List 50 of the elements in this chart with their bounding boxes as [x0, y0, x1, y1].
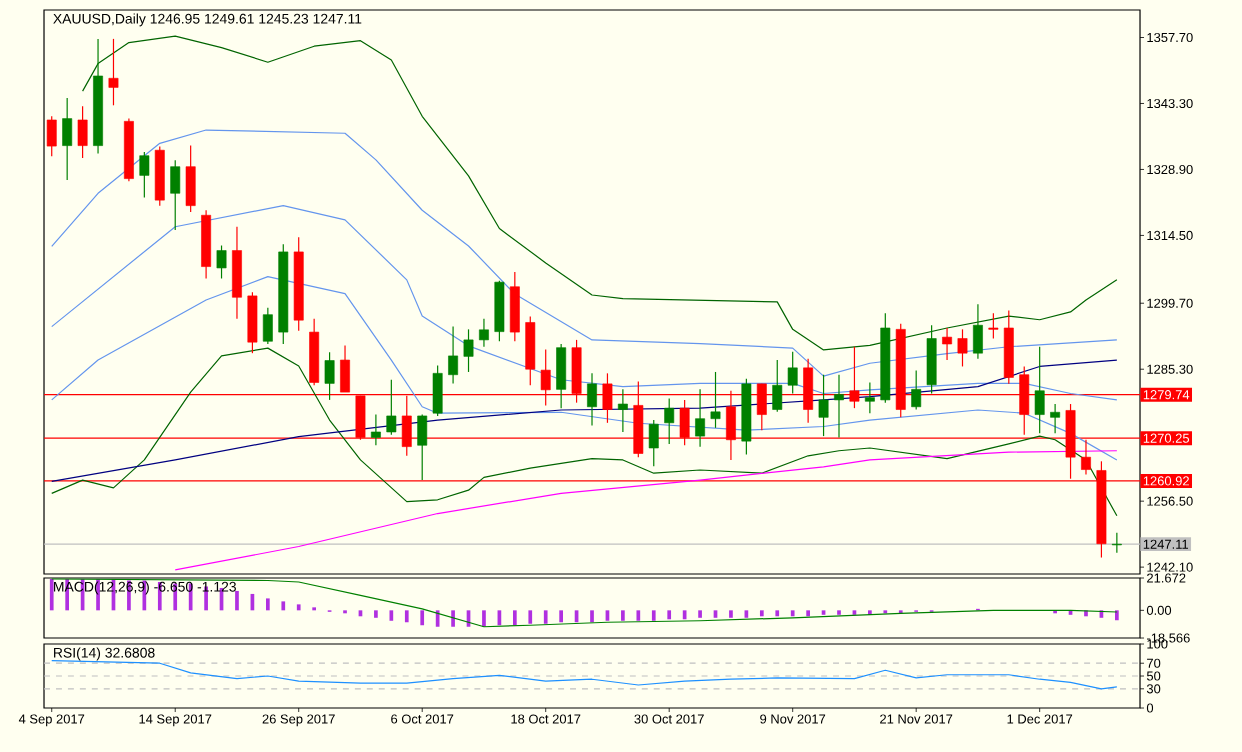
- candlestick: [417, 413, 428, 481]
- candlestick: [509, 271, 520, 342]
- candlestick: [818, 374, 829, 437]
- candlestick: [324, 351, 335, 401]
- candlestick: [772, 359, 783, 413]
- candlestick: [386, 379, 397, 436]
- candlestick: [479, 318, 489, 348]
- candlestick: [448, 326, 459, 385]
- candlestick: [648, 419, 659, 467]
- candlestick: [370, 413, 381, 446]
- candlestick: [926, 324, 937, 395]
- candlestick: [170, 159, 181, 231]
- candlestick: [463, 328, 474, 373]
- candlestick: [432, 364, 443, 417]
- candlestick: [957, 328, 968, 368]
- candlestick: [834, 374, 844, 439]
- candlestick: [525, 315, 536, 386]
- candlestick: [973, 303, 983, 360]
- candlestick: [988, 312, 999, 340]
- candlestick: [911, 369, 922, 411]
- line-series: [51, 276, 1118, 461]
- candlestick: [185, 145, 196, 213]
- candlestick: [46, 115, 57, 157]
- candlestick: [62, 97, 73, 181]
- line-series: [51, 660, 1118, 690]
- candlestick: [1034, 346, 1045, 434]
- candlestick: [77, 105, 88, 159]
- candlestick: [139, 151, 150, 198]
- candlestick: [664, 397, 675, 445]
- candlestick: [556, 343, 567, 409]
- line-series: [174, 450, 1118, 571]
- candlestick: [864, 381, 875, 414]
- line-series: [51, 129, 1118, 377]
- candlestick: [1111, 532, 1122, 554]
- candlestick: [587, 372, 597, 427]
- candlestick: [787, 351, 798, 395]
- candlestick: [1050, 403, 1061, 434]
- line-series: [51, 347, 1118, 517]
- line-series: [51, 359, 1118, 483]
- candlestick: [942, 327, 952, 361]
- candlestick: [108, 38, 119, 106]
- candlestick: [232, 226, 242, 320]
- candlestick: [695, 388, 705, 448]
- candlestick: [216, 244, 227, 280]
- line-series: [51, 578, 1118, 628]
- line-series: [82, 35, 1118, 351]
- candlestick: [262, 307, 273, 345]
- candlestick: [247, 291, 258, 354]
- candlestick: [710, 371, 721, 429]
- candlestick: [617, 388, 628, 433]
